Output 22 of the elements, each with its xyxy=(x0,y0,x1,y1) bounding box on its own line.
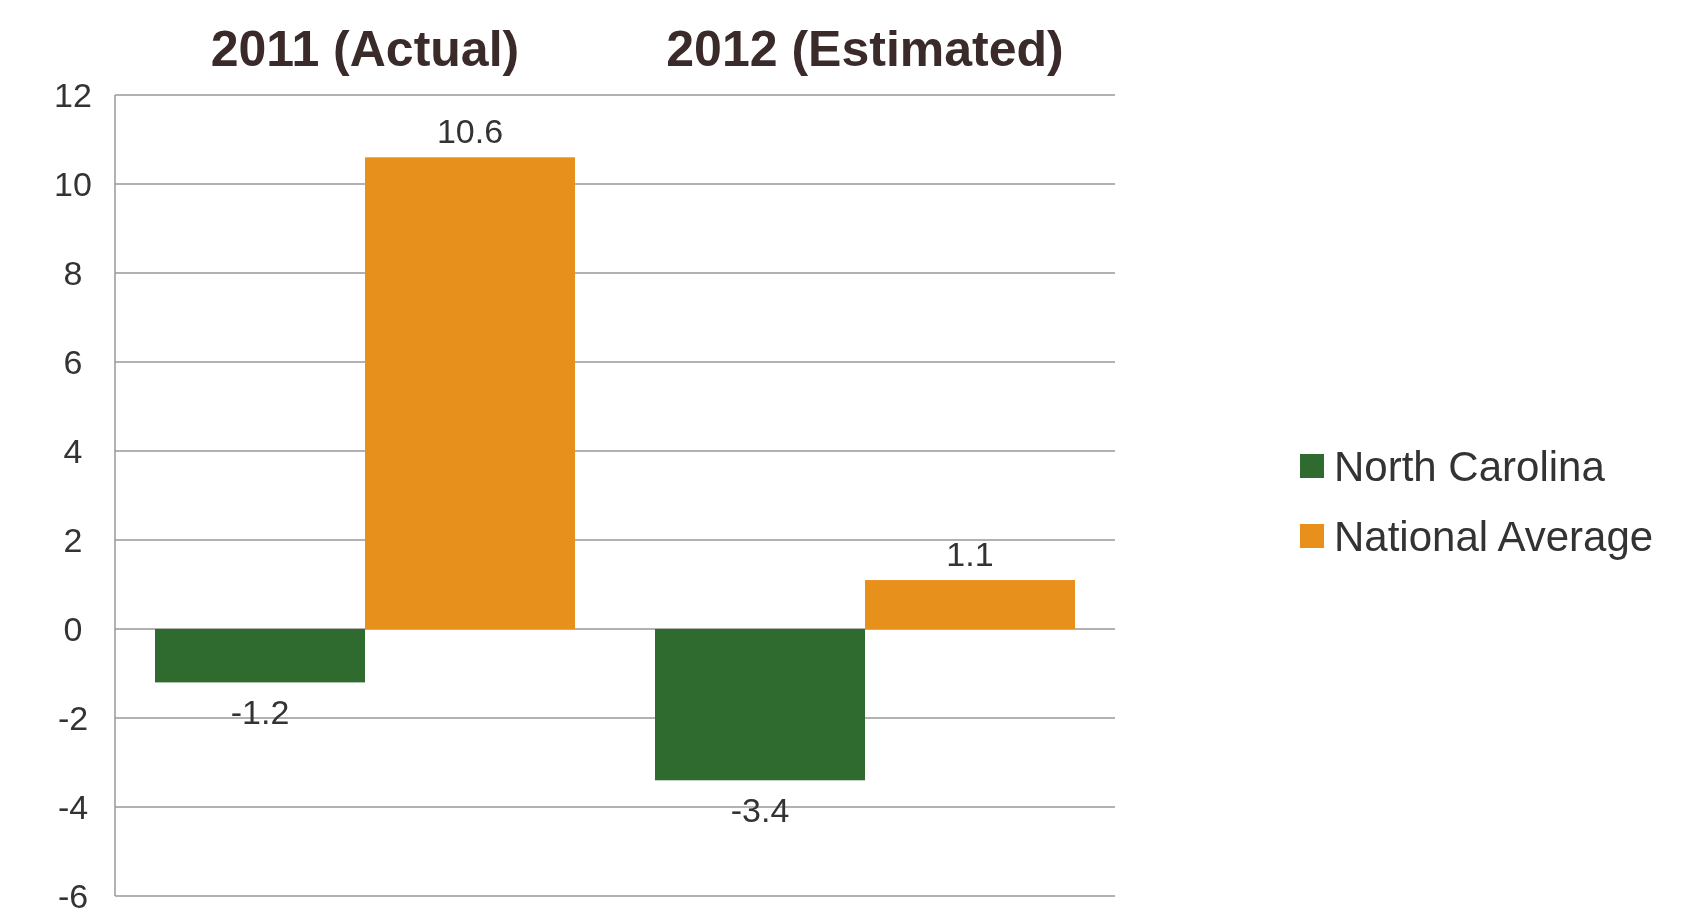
y-tick-label: -4 xyxy=(57,787,89,826)
y-tick-label: 10 xyxy=(54,164,92,203)
y-tick-label: 4 xyxy=(63,431,83,470)
bar xyxy=(155,629,365,683)
bar xyxy=(365,157,575,629)
bar xyxy=(865,580,1075,629)
x-tick-label: 2012 (Estimated) xyxy=(666,21,1064,77)
y-tick-label: 8 xyxy=(63,253,83,292)
y-tick-label: 2 xyxy=(63,520,83,559)
legend-label: North Carolina xyxy=(1334,442,1606,490)
data-label: 1.1 xyxy=(946,535,994,574)
data-label: -1.2 xyxy=(230,693,290,732)
y-tick-label: -2 xyxy=(57,698,89,737)
data-label: 10.6 xyxy=(436,112,504,151)
y-tick-label: 6 xyxy=(63,342,83,381)
y-tick-label: -6 xyxy=(57,876,89,908)
bar xyxy=(655,629,865,781)
y-tick-label: 12 xyxy=(54,75,92,114)
data-label: -3.4 xyxy=(730,791,790,830)
legend-label: National Average xyxy=(1334,512,1654,560)
y-tick-label: 0 xyxy=(63,609,83,648)
x-tick-label: 2011 (Actual) xyxy=(210,21,520,77)
